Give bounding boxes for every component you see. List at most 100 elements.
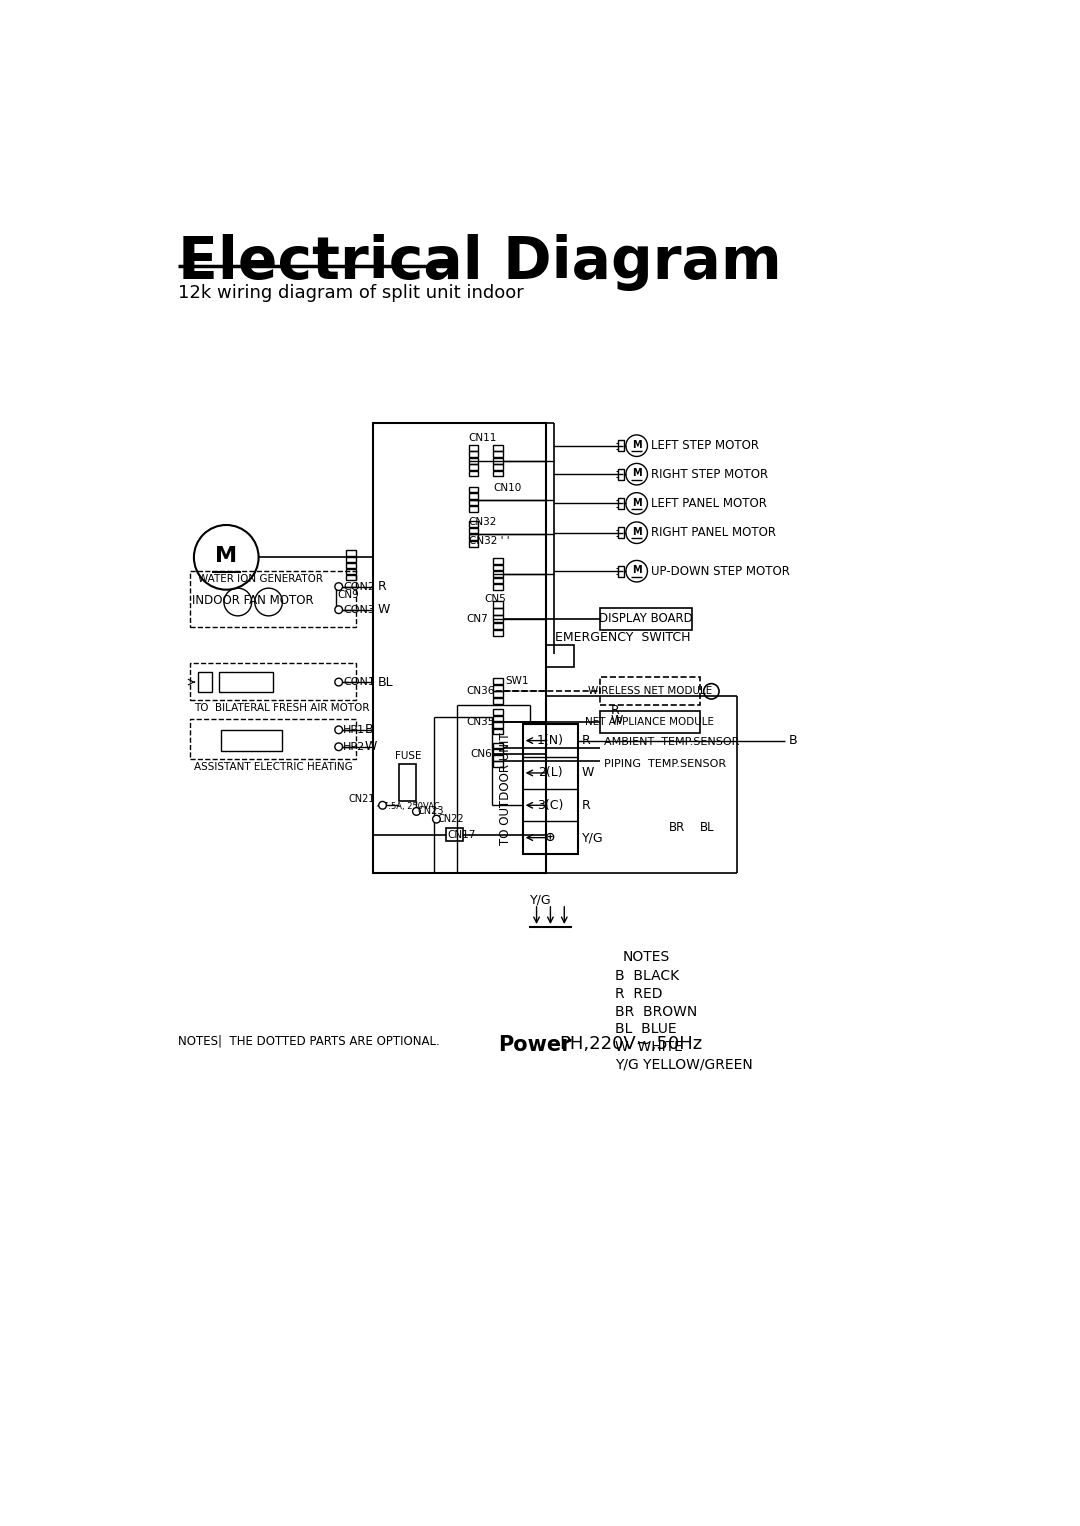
- Bar: [545, 645, 573, 667]
- Text: TO  BILATERAL FRESH AIR MOTOR: TO BILATERAL FRESH AIR MOTOR: [194, 703, 369, 713]
- Text: M: M: [632, 497, 642, 508]
- Bar: [494, 571, 502, 577]
- Bar: [494, 464, 502, 470]
- Bar: [469, 534, 478, 540]
- Text: UP-DOWN STEP MOTOR: UP-DOWN STEP MOTOR: [650, 565, 789, 578]
- Text: CN10: CN10: [494, 482, 522, 493]
- Bar: [494, 577, 502, 583]
- Circle shape: [335, 726, 342, 734]
- Text: CON2: CON2: [343, 581, 375, 592]
- Bar: [618, 468, 624, 479]
- Text: LEFT STEP MOTOR: LEFT STEP MOTOR: [650, 439, 758, 452]
- Bar: [373, 423, 545, 873]
- Bar: [190, 571, 355, 627]
- Bar: [494, 685, 502, 691]
- Bar: [494, 716, 502, 722]
- Bar: [494, 761, 502, 766]
- Text: 2(L): 2(L): [538, 766, 563, 780]
- Bar: [618, 497, 624, 508]
- Bar: [494, 691, 502, 697]
- Text: Y/G: Y/G: [582, 832, 604, 844]
- Circle shape: [335, 743, 342, 751]
- Bar: [494, 678, 502, 684]
- Text: CN9: CN9: [338, 589, 360, 600]
- Bar: [190, 662, 355, 700]
- Bar: [469, 452, 478, 458]
- Text: DISPLAY BOARD: DISPLAY BOARD: [599, 612, 692, 626]
- Text: W  WHITE: W WHITE: [616, 1041, 683, 1054]
- Text: BR  BROWN: BR BROWN: [616, 1004, 698, 1019]
- Text: ~7.5A, 250VAC: ~7.5A, 250VAC: [376, 803, 440, 812]
- Bar: [599, 678, 700, 705]
- Text: PH,220V~,50Hz: PH,220V~,50Hz: [559, 1035, 703, 1053]
- Circle shape: [413, 807, 420, 815]
- Text: 12k wiring diagram of split unit indoor: 12k wiring diagram of split unit indoor: [178, 284, 524, 302]
- Text: NOTES: NOTES: [622, 951, 670, 964]
- Bar: [494, 452, 502, 458]
- Text: RIGHT STEP MOTOR: RIGHT STEP MOTOR: [650, 467, 768, 481]
- Text: M: M: [632, 468, 642, 479]
- Bar: [346, 551, 356, 555]
- Text: CN21: CN21: [349, 794, 375, 804]
- Bar: [618, 528, 624, 539]
- Text: W: W: [610, 714, 623, 726]
- Text: 3(C): 3(C): [537, 798, 564, 812]
- Bar: [469, 499, 478, 505]
- Text: BL  BLUE: BL BLUE: [616, 1022, 677, 1036]
- Bar: [346, 575, 356, 580]
- Circle shape: [433, 815, 441, 823]
- Text: CN17: CN17: [447, 830, 475, 839]
- Text: CN5: CN5: [484, 594, 505, 604]
- Text: WIRELESS NET MODULE: WIRELESS NET MODULE: [588, 687, 712, 696]
- Bar: [494, 584, 502, 589]
- Text: M: M: [632, 526, 642, 537]
- Text: R: R: [582, 734, 591, 748]
- Text: EMERGENCY  SWITCH: EMERGENCY SWITCH: [555, 632, 690, 644]
- Bar: [400, 763, 417, 801]
- Text: W: W: [378, 603, 390, 617]
- Text: W: W: [365, 740, 377, 754]
- Text: PIPING  TEMP.SENSOR: PIPING TEMP.SENSOR: [604, 758, 726, 769]
- Text: R  RED: R RED: [616, 987, 663, 1001]
- Text: CN32 ' ': CN32 ' ': [469, 536, 510, 546]
- Bar: [494, 630, 502, 636]
- Text: Power: Power: [498, 1035, 571, 1054]
- Bar: [446, 829, 462, 841]
- Bar: [494, 458, 502, 464]
- Bar: [469, 507, 478, 511]
- Text: ASSISTANT ELECTRIC HEATING: ASSISTANT ELECTRIC HEATING: [194, 761, 353, 772]
- Bar: [494, 601, 502, 607]
- Text: R: R: [610, 703, 619, 717]
- Bar: [469, 458, 478, 464]
- Text: CN7: CN7: [467, 613, 488, 624]
- Text: WATER ION GENERATOR: WATER ION GENERATOR: [198, 574, 323, 584]
- Bar: [618, 566, 624, 577]
- Text: FUSE: FUSE: [394, 751, 421, 761]
- Bar: [219, 671, 273, 693]
- Bar: [198, 671, 212, 693]
- Bar: [346, 569, 356, 574]
- Bar: [469, 446, 478, 450]
- Bar: [494, 609, 502, 615]
- Bar: [599, 711, 700, 732]
- Text: M: M: [632, 566, 642, 575]
- Text: HP1: HP1: [343, 725, 365, 736]
- Text: INDOOR FAN MOTOR: INDOOR FAN MOTOR: [191, 594, 313, 607]
- Bar: [494, 697, 502, 703]
- Text: HP2: HP2: [343, 742, 365, 752]
- Bar: [346, 557, 356, 562]
- Text: W: W: [582, 766, 594, 780]
- Bar: [618, 441, 624, 452]
- Text: CN35: CN35: [467, 717, 495, 726]
- Bar: [469, 464, 478, 470]
- Text: Y/G: Y/G: [530, 894, 552, 906]
- Circle shape: [379, 801, 387, 809]
- Bar: [346, 563, 356, 568]
- Text: CN32: CN32: [469, 516, 497, 526]
- Text: NET APPLIANCE MODULE: NET APPLIANCE MODULE: [585, 717, 714, 726]
- Text: TO OUTDOOR UNIT: TO OUTDOOR UNIT: [499, 732, 512, 845]
- Text: BR: BR: [669, 821, 685, 833]
- Text: Electrical Diagram: Electrical Diagram: [178, 233, 782, 291]
- Bar: [494, 722, 502, 728]
- Bar: [494, 565, 502, 571]
